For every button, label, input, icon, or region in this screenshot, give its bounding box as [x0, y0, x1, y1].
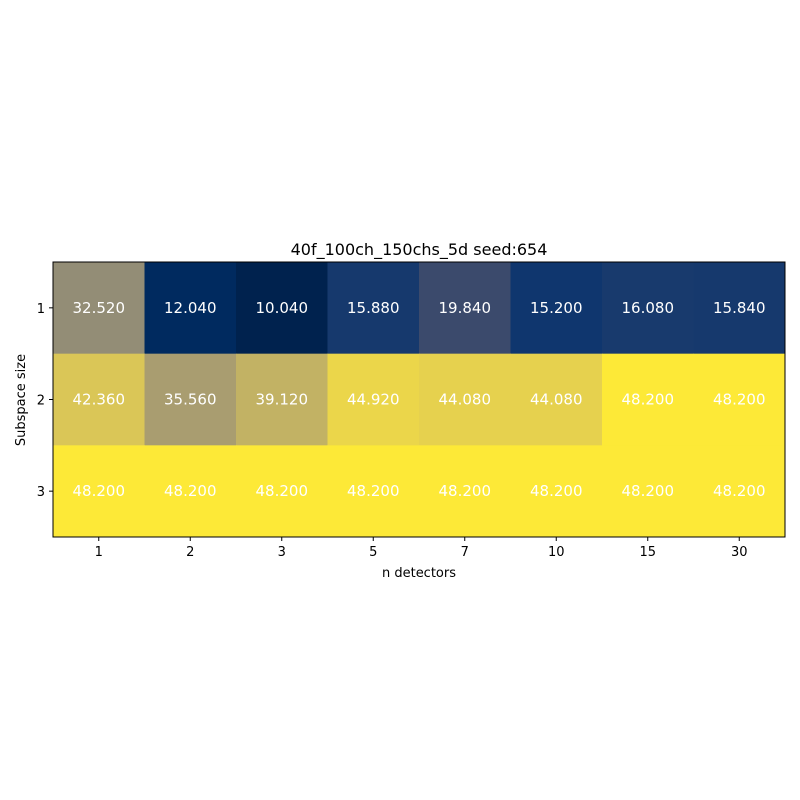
heatmap-cell — [144, 353, 237, 446]
y-tick-label: 3 — [37, 485, 45, 500]
heatmap-cell — [510, 445, 603, 538]
heatmap-cell — [53, 262, 145, 355]
cell-value-label: 39.120 — [256, 391, 309, 409]
cell-value-label: 48.200 — [164, 482, 217, 500]
heatmap-cell — [693, 445, 786, 538]
heatmap-cell — [53, 353, 145, 446]
cell-value-label: 42.360 — [73, 391, 126, 409]
cell-value-label: 15.200 — [530, 299, 583, 317]
heatmap-cell — [510, 262, 603, 355]
x-tick-label: 5 — [369, 545, 377, 560]
y-axis-label: Subspace size — [14, 354, 29, 446]
x-tick-label: 3 — [278, 545, 286, 560]
cell-value-label: 44.080 — [530, 391, 583, 409]
cell-value-label: 48.200 — [73, 482, 126, 500]
heatmap-cell — [327, 262, 420, 355]
x-tick-label: 7 — [461, 545, 469, 560]
cell-value-label: 48.200 — [622, 391, 675, 409]
cell-value-label: 44.080 — [439, 391, 492, 409]
cell-value-label: 48.200 — [713, 482, 766, 500]
x-tick-label: 10 — [548, 545, 565, 560]
heatmap-cell — [602, 262, 694, 355]
heatmap-cell — [236, 445, 328, 538]
chart-title: 40f_100ch_150chs_5d seed:654 — [291, 240, 548, 260]
cell-value-label: 19.840 — [439, 299, 492, 317]
cell-value-label: 48.200 — [256, 482, 309, 500]
heatmap-cell-labels: 32.520 12.040 10.040 15.880 19.840 15.200 16.0… — [73, 299, 766, 500]
cell-value-label: 48.200 — [439, 482, 492, 500]
cell-value-label: 48.200 — [713, 391, 766, 409]
cell-value-label: 10.040 — [256, 299, 309, 317]
y-tick-label: 1 — [37, 302, 45, 317]
x-tick-label: 2 — [186, 545, 194, 560]
cell-value-label: 16.080 — [622, 299, 675, 317]
x-axis-ticks: 1 2 3 5 7 10 15 30 — [95, 537, 748, 560]
heatmap-cell — [327, 353, 420, 446]
heatmap-cell — [236, 262, 328, 355]
heatmap-cell — [602, 353, 694, 446]
heatmap-cell — [144, 445, 237, 538]
heatmap-cell — [236, 353, 328, 446]
cell-value-label: 48.200 — [347, 482, 400, 500]
cell-value-label: 15.880 — [347, 299, 400, 317]
heatmap-cell — [327, 445, 420, 538]
heatmap-cell — [693, 262, 786, 355]
x-tick-label: 1 — [95, 545, 103, 560]
heatmap-cell — [419, 262, 511, 355]
x-axis-label: n detectors — [382, 566, 456, 581]
y-tick-label: 2 — [37, 394, 45, 409]
heatmap-cell — [602, 445, 694, 538]
cell-value-label: 44.920 — [347, 391, 400, 409]
cell-value-label: 12.040 — [164, 299, 217, 317]
cell-value-label: 35.560 — [164, 391, 217, 409]
heatmap-cell — [510, 353, 603, 446]
cell-value-label: 32.520 — [73, 299, 126, 317]
x-tick-label: 30 — [731, 545, 748, 560]
cell-value-label: 48.200 — [530, 482, 583, 500]
x-tick-label: 15 — [639, 545, 656, 560]
heatmap-cell — [53, 445, 145, 538]
cell-value-label: 15.840 — [713, 299, 766, 317]
heatmap-cells — [53, 262, 786, 538]
heatmap-cell — [419, 353, 511, 446]
y-axis-ticks: 1 2 3 — [37, 302, 53, 500]
cell-value-label: 48.200 — [622, 482, 675, 500]
heatmap-cell — [419, 445, 511, 538]
heatmap-cell — [693, 353, 786, 446]
heatmap-cell — [144, 262, 237, 355]
